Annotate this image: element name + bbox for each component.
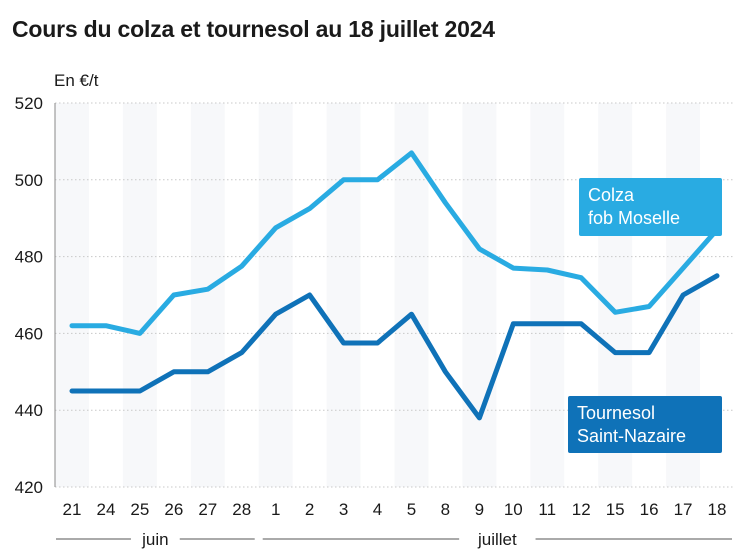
column-band bbox=[326, 103, 361, 487]
column-band bbox=[258, 103, 293, 487]
month-label-juillet: juillet bbox=[477, 530, 517, 549]
x-tick-label: 12 bbox=[572, 500, 591, 519]
series-layer bbox=[69, 150, 720, 421]
x-tick-label: 9 bbox=[475, 500, 484, 519]
y-tick-label-420: 420 bbox=[15, 478, 43, 497]
y-axis: 420 440 460 480 500 520 bbox=[15, 94, 56, 497]
x-tick-label: 15 bbox=[606, 500, 625, 519]
column-band bbox=[190, 103, 225, 487]
x-tick-label: 28 bbox=[232, 500, 251, 519]
x-tick-label: 27 bbox=[198, 500, 217, 519]
x-tick-label: 26 bbox=[164, 500, 183, 519]
series-label-text: Tournesol bbox=[577, 403, 655, 423]
x-tick-label: 2 bbox=[305, 500, 314, 519]
x-tick-label: 24 bbox=[96, 500, 115, 519]
x-axis: 21 24 25 26 27 28 1 2 3 4 5 8 9 10 11 12 15 16 17 18 bbox=[63, 500, 727, 519]
x-tick-label: 21 bbox=[63, 500, 82, 519]
y-tick-label-520: 520 bbox=[15, 94, 43, 113]
series-label-box-colza bbox=[579, 178, 722, 236]
x-tick-label: 3 bbox=[339, 500, 348, 519]
x-tick-label: 1 bbox=[271, 500, 280, 519]
month-label-juin: juin bbox=[141, 530, 168, 549]
x-tick-label: 25 bbox=[130, 500, 149, 519]
series-labels: Colza fob Moselle Tournesol Saint-Nazaire bbox=[568, 178, 722, 453]
chart-title: Cours du colza et tournesol au 18 juille… bbox=[12, 16, 495, 42]
series-label-box-tournesol bbox=[568, 396, 722, 453]
x-tick-label: 18 bbox=[708, 500, 727, 519]
series-label-text: fob Moselle bbox=[588, 208, 680, 228]
y-tick-label-460: 460 bbox=[15, 324, 43, 343]
column-band bbox=[122, 103, 157, 487]
column-band bbox=[55, 103, 89, 487]
series-label-text: Saint-Nazaire bbox=[577, 426, 686, 446]
series-line-colza bbox=[69, 150, 720, 336]
y-tick-label-480: 480 bbox=[15, 248, 43, 267]
series-label-text: Colza bbox=[588, 185, 635, 205]
x-tick-label: 5 bbox=[407, 500, 416, 519]
column-band bbox=[530, 103, 565, 487]
column-band bbox=[462, 103, 497, 487]
month-groups: juin juillet bbox=[56, 530, 732, 549]
x-tick-label: 10 bbox=[504, 500, 523, 519]
y-tick-label-440: 440 bbox=[15, 401, 43, 420]
x-tick-label: 4 bbox=[373, 500, 382, 519]
x-tick-label: 8 bbox=[441, 500, 450, 519]
x-tick-label: 17 bbox=[674, 500, 693, 519]
x-tick-label: 11 bbox=[538, 500, 556, 519]
y-tick-label-500: 500 bbox=[15, 171, 43, 190]
x-tick-label: 16 bbox=[640, 500, 659, 519]
y-axis-unit-label: En €/t bbox=[54, 71, 99, 90]
series-line-tournesol bbox=[69, 273, 720, 421]
